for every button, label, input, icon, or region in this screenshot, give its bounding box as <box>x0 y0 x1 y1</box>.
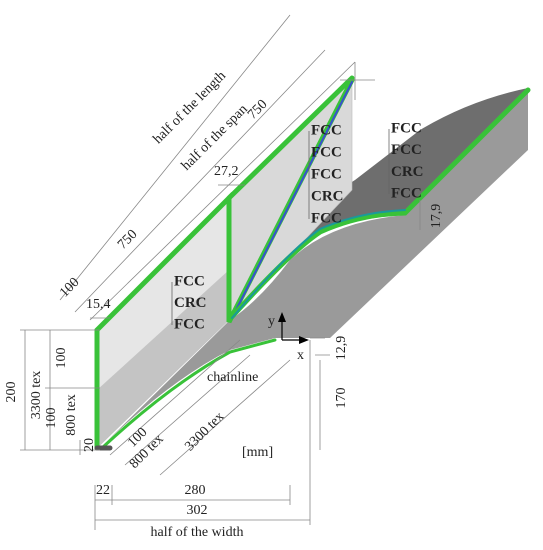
shell-bottom-edge <box>100 338 277 450</box>
dimension-label: 22 <box>96 483 110 498</box>
dimension-label: 15,4 <box>86 297 111 312</box>
panel-edge-inner <box>231 81 353 319</box>
dimension-label: 750 <box>115 227 140 252</box>
layer-label: FCC <box>174 316 205 332</box>
shell-surface <box>100 88 528 448</box>
front-panel-shade <box>97 270 229 448</box>
x-arrow <box>299 336 309 344</box>
axis-label: x <box>297 348 304 363</box>
layer-label: FCC <box>311 210 342 226</box>
layer-label: FCC <box>174 273 205 289</box>
dimension-label: 170 <box>334 388 349 409</box>
dimension-label: 200 <box>4 382 19 403</box>
layer-label: FCC <box>311 144 342 160</box>
layer-label: FCC <box>311 122 342 138</box>
dimension-label: 20 <box>82 438 97 452</box>
dimension-label: 100 <box>57 275 82 300</box>
layer-label: FCC <box>391 186 422 202</box>
layer-label: FCC <box>391 142 422 158</box>
dimension-lines <box>20 14 421 530</box>
layer-label: CRC <box>174 295 207 311</box>
layer-label: CRC <box>311 188 344 204</box>
dimension-label: 800 tex <box>64 394 79 436</box>
shell-top <box>230 88 528 320</box>
dimension-label: 302 <box>187 503 208 518</box>
axes <box>278 312 309 344</box>
axis-label: y <box>268 314 275 329</box>
dimension-label: 100 <box>44 408 59 429</box>
edges <box>94 75 531 451</box>
dimension-label: half of the width <box>151 525 244 540</box>
dimension-label: 3300 tex <box>182 409 227 454</box>
dimension-label: 280 <box>185 483 206 498</box>
layer-label: CRC <box>391 164 424 180</box>
dimension-label: 750 <box>245 97 270 122</box>
layer-label: FCC <box>391 120 422 136</box>
y-arrow <box>278 312 286 322</box>
dimension-label: 100 <box>54 348 69 369</box>
dimension-label: 17,9 <box>429 204 444 229</box>
unit-label: [mm] <box>242 445 273 460</box>
panel-edge <box>226 75 355 201</box>
chainline-label: chainline <box>207 370 258 385</box>
dimension-label: 3300 tex <box>29 371 44 420</box>
shell-edge-inner <box>231 209 406 319</box>
dimension-label: 12,9 <box>334 336 349 361</box>
layer-label: FCC <box>311 166 342 182</box>
dimension-label: 27,2 <box>214 164 239 179</box>
